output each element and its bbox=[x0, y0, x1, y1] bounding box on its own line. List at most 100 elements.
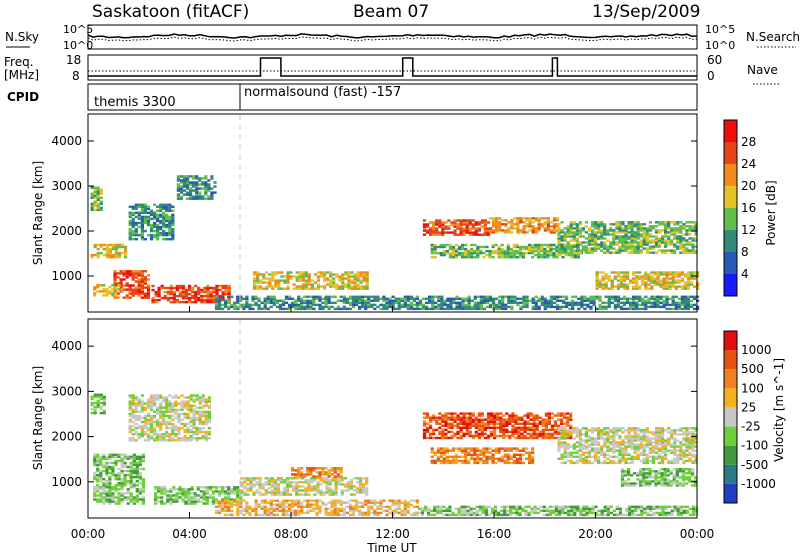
heatmap-cell bbox=[432, 223, 436, 226]
heatmap-cell bbox=[198, 437, 202, 440]
heatmap-cell bbox=[465, 227, 469, 230]
heatmap-cell bbox=[546, 303, 550, 307]
heatmap-cell bbox=[186, 430, 190, 434]
heatmap-cell bbox=[90, 208, 94, 212]
heatmap-cell bbox=[183, 396, 187, 399]
heatmap-cell bbox=[555, 307, 560, 311]
heatmap-cell bbox=[691, 237, 695, 240]
heatmap-cell bbox=[670, 229, 674, 232]
heatmap-cell bbox=[177, 418, 181, 422]
heatmap-cell bbox=[140, 221, 144, 225]
heatmap-cell bbox=[641, 307, 645, 311]
heatmap-cell bbox=[455, 295, 459, 298]
heatmap-cell bbox=[694, 245, 698, 248]
heatmap-cell bbox=[254, 499, 258, 502]
heatmap-cell bbox=[93, 492, 97, 495]
heatmap-cell bbox=[99, 469, 103, 473]
heatmap-cell bbox=[183, 430, 187, 434]
heatmap-cell bbox=[177, 430, 181, 434]
heatmap-cell bbox=[128, 238, 132, 241]
heatmap-cell bbox=[96, 393, 100, 396]
heatmap-cell bbox=[312, 467, 316, 470]
heatmap-cell bbox=[495, 231, 499, 234]
heatmap-cell bbox=[282, 489, 287, 492]
heatmap-cell bbox=[462, 416, 466, 419]
heatmap-cell bbox=[288, 303, 292, 307]
heatmap-cell bbox=[146, 406, 151, 409]
heatmap-cell bbox=[108, 480, 112, 483]
heatmap-cell bbox=[93, 471, 97, 475]
heatmap-cell bbox=[347, 281, 351, 284]
heatmap-cell bbox=[486, 422, 491, 425]
heatmap-cell bbox=[572, 251, 576, 254]
heatmap-cell bbox=[431, 295, 435, 298]
heatmap-cell bbox=[172, 286, 176, 290]
heatmap-cell bbox=[177, 402, 181, 405]
heatmap-cell bbox=[306, 469, 310, 472]
heatmap-cell bbox=[188, 288, 192, 292]
heatmap-cell bbox=[683, 303, 687, 307]
heatmap-cell bbox=[629, 301, 633, 304]
heatmap-cell bbox=[598, 295, 602, 298]
heatmap-cell bbox=[105, 292, 109, 295]
heatmap-cell bbox=[429, 229, 433, 232]
heatmap-cell bbox=[143, 294, 147, 297]
heatmap-cell bbox=[239, 496, 243, 499]
heatmap-cell bbox=[140, 225, 144, 229]
heatmap-cell bbox=[654, 239, 659, 242]
heatmap-cell bbox=[309, 299, 313, 302]
heatmap-cell bbox=[137, 280, 141, 283]
heatmap-cell bbox=[122, 296, 126, 299]
heatmap-cell bbox=[342, 511, 346, 515]
heatmap-cell bbox=[543, 229, 547, 232]
heatmap-cell bbox=[458, 303, 462, 307]
heatmap-cell bbox=[131, 207, 135, 210]
heatmap-cell bbox=[482, 256, 486, 259]
heatmap-cell bbox=[316, 285, 321, 288]
heatmap-cell bbox=[598, 281, 602, 284]
heatmap-cell bbox=[422, 420, 427, 423]
heatmap-cell bbox=[326, 279, 330, 282]
heatmap-cell bbox=[279, 493, 283, 496]
heatmap-cell bbox=[552, 229, 557, 232]
heatmap-cell bbox=[162, 213, 166, 217]
heatmap-cell bbox=[137, 402, 141, 405]
heatmap-cell bbox=[344, 285, 348, 288]
heatmap-cell bbox=[644, 295, 648, 298]
heatmap-cell bbox=[422, 227, 427, 230]
heatmap-cell bbox=[595, 307, 599, 311]
heatmap-cell bbox=[143, 420, 147, 424]
heatmap-cell bbox=[667, 243, 671, 246]
heatmap-cell bbox=[586, 299, 590, 302]
heatmap-cell bbox=[128, 219, 132, 223]
heatmap-cell bbox=[696, 275, 700, 278]
heatmap-cell bbox=[498, 217, 502, 220]
heatmap-cell bbox=[459, 430, 463, 434]
heatmap-cell bbox=[128, 424, 132, 428]
heatmap-cell bbox=[151, 298, 155, 302]
heatmap-cell bbox=[207, 396, 211, 399]
heatmap-cell bbox=[137, 410, 141, 413]
heatmap-cell bbox=[177, 420, 181, 424]
heatmap-cell bbox=[221, 307, 225, 311]
heatmap-cell bbox=[181, 292, 186, 296]
heatmap-cell bbox=[210, 187, 214, 190]
heatmap-cell bbox=[500, 256, 504, 259]
heatmap-cell bbox=[633, 249, 637, 252]
heatmap-cell bbox=[683, 297, 687, 300]
heatmap-cell bbox=[489, 418, 494, 421]
heatmap-cell bbox=[143, 422, 147, 426]
heatmap-cell bbox=[495, 221, 499, 224]
heatmap-cell bbox=[284, 509, 289, 512]
heatmap-cell bbox=[252, 485, 256, 488]
heatmap-cell bbox=[450, 414, 454, 417]
heatmap-cell bbox=[474, 420, 478, 423]
heatmap-cell bbox=[677, 273, 681, 276]
heatmap-cell bbox=[96, 403, 100, 407]
heatmap-cell bbox=[594, 241, 598, 244]
heatmap-cell bbox=[221, 295, 225, 298]
heatmap-cell bbox=[275, 305, 279, 309]
heatmap-cell bbox=[522, 231, 526, 234]
heatmap-cell bbox=[430, 251, 434, 255]
heatmap-cell bbox=[668, 307, 672, 311]
